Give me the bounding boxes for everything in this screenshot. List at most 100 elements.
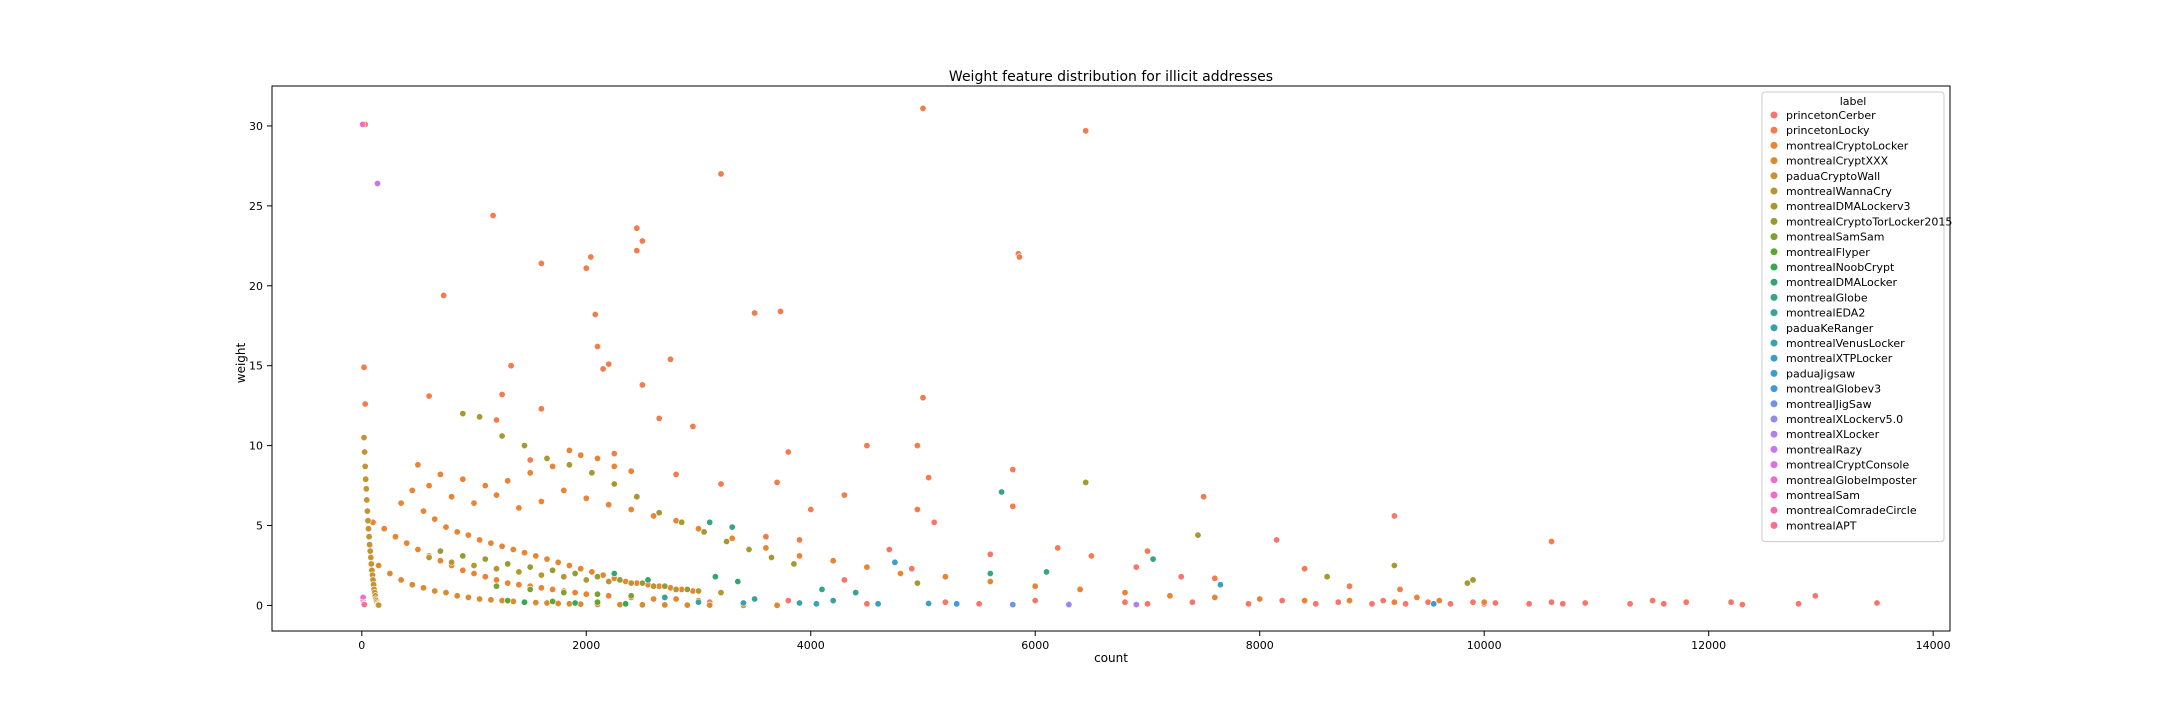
legend-marker: [1770, 293, 1778, 301]
data-point: [913, 579, 921, 587]
data-point: [1144, 600, 1152, 608]
legend-marker: [1770, 430, 1778, 438]
data-point: [1463, 579, 1471, 587]
data-point: [1301, 565, 1309, 573]
series-montrealAPT: [360, 601, 368, 609]
data-point: [1132, 601, 1140, 609]
data-point: [509, 545, 517, 553]
data-point: [661, 582, 669, 590]
data-point: [520, 549, 528, 557]
data-point: [537, 405, 545, 413]
data-point: [504, 477, 512, 485]
data-point: [751, 595, 759, 603]
data-point: [565, 446, 573, 454]
legend-title: label: [1840, 95, 1867, 108]
data-point: [616, 576, 624, 584]
data-point: [577, 565, 585, 573]
data-point: [366, 541, 374, 549]
x-tick-label: 6000: [1021, 639, 1049, 652]
data-point: [1200, 493, 1208, 501]
legend-marker: [1770, 157, 1778, 165]
data-point: [526, 585, 534, 593]
data-point: [487, 539, 495, 547]
data-point: [627, 592, 635, 600]
data-point: [717, 589, 725, 597]
data-point: [537, 497, 545, 505]
data-point: [504, 560, 512, 568]
data-point: [1379, 597, 1387, 605]
data-point: [1402, 600, 1410, 608]
data-point: [1738, 601, 1746, 609]
data-point: [419, 584, 427, 592]
data-point: [616, 601, 624, 609]
data-point: [919, 394, 927, 402]
data-point: [638, 237, 646, 245]
data-point: [364, 517, 372, 525]
legend-entry: paduaCryptoWall: [1786, 170, 1880, 183]
data-point: [975, 600, 983, 608]
legend-entry: montrealRazy: [1786, 443, 1862, 456]
data-point: [638, 579, 646, 587]
legend-marker: [1770, 445, 1778, 453]
data-point: [464, 531, 472, 539]
series-montrealCryptoLocker: [369, 446, 1488, 606]
data-point: [941, 598, 949, 606]
data-point: [605, 577, 613, 585]
data-point: [1873, 599, 1881, 607]
data-point: [476, 413, 484, 421]
data-point: [1581, 599, 1589, 607]
data-point: [919, 104, 927, 112]
legend-entry: montrealCryptXXX: [1786, 155, 1889, 168]
data-point: [492, 576, 500, 584]
data-point: [1009, 502, 1017, 510]
data-point: [930, 518, 938, 526]
series-montrealDMALockerv3: [459, 410, 1477, 587]
data-point: [751, 309, 759, 317]
data-point: [375, 561, 383, 569]
data-point: [633, 224, 641, 232]
legend-entry: montrealNoobCrypt: [1786, 261, 1895, 274]
data-point: [481, 482, 489, 490]
data-point: [593, 454, 601, 462]
data-point: [361, 462, 369, 470]
data-point: [1256, 595, 1264, 603]
data-point: [1682, 598, 1690, 606]
data-point: [360, 363, 368, 371]
legend-marker: [1770, 278, 1778, 286]
series-montrealXTPLocker: [812, 599, 933, 608]
data-point: [661, 593, 669, 601]
data-point: [1082, 127, 1090, 135]
data-point: [1031, 597, 1039, 605]
chart-title: Weight feature distribution for illicit …: [949, 69, 1273, 85]
data-point: [440, 291, 448, 299]
data-point: [442, 523, 450, 531]
data-point: [507, 362, 515, 370]
data-point: [380, 525, 388, 533]
data-point: [610, 450, 618, 458]
data-point: [694, 525, 702, 533]
data-point: [795, 536, 803, 544]
data-point: [442, 589, 450, 597]
axes: 0 2000 4000 6000 8000 10000 12000 14000 0 5 10 15 20…: [249, 85, 1951, 652]
data-point: [672, 595, 680, 603]
data-point: [593, 590, 601, 598]
data-point: [375, 601, 383, 609]
data-point: [1368, 600, 1376, 608]
data-point: [1194, 531, 1202, 539]
data-point: [953, 600, 961, 608]
plot-area: [359, 104, 1881, 609]
data-point: [448, 558, 456, 566]
data-point: [361, 400, 369, 408]
legend-marker: [1770, 248, 1778, 256]
data-point: [1211, 593, 1219, 601]
data-point: [498, 432, 506, 440]
series-montrealGlobev3: [953, 600, 961, 608]
legend-marker: [1770, 202, 1778, 210]
data-point: [431, 515, 439, 523]
data-point: [829, 557, 837, 565]
data-point: [560, 486, 568, 494]
data-point: [593, 598, 601, 606]
data-point: [1811, 592, 1819, 600]
data-point: [650, 595, 658, 603]
